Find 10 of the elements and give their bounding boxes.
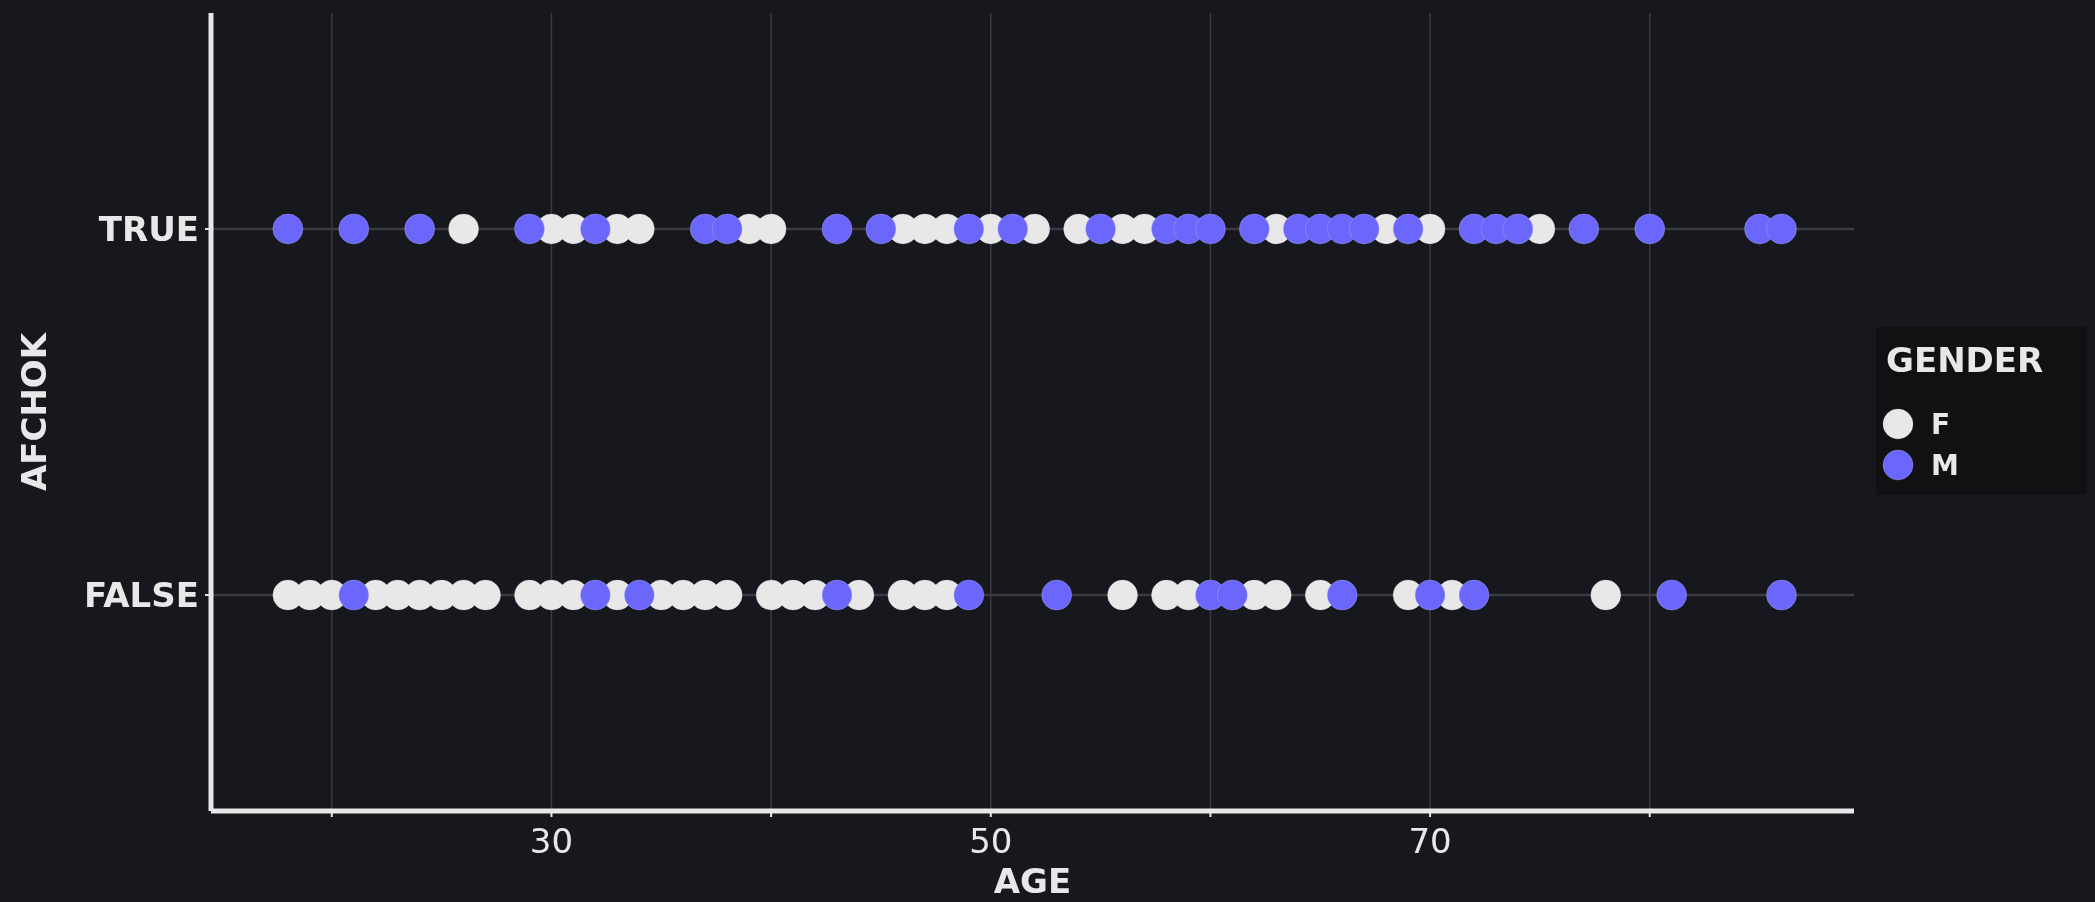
legend-title: GENDER [1886, 340, 2044, 380]
y-axis-title: AFCHOK [14, 331, 54, 492]
x-axis-title: AGE [993, 861, 1072, 901]
legend-label: F [1931, 408, 1951, 441]
y-tick-label: TRUE [98, 208, 199, 249]
x-tick-label: 70 [1408, 821, 1452, 861]
legend-label: M [1931, 449, 1959, 482]
x-tick-label: 30 [529, 821, 574, 861]
x-tick-label: 50 [969, 821, 1013, 861]
y-tick-label: FALSE [83, 575, 199, 616]
